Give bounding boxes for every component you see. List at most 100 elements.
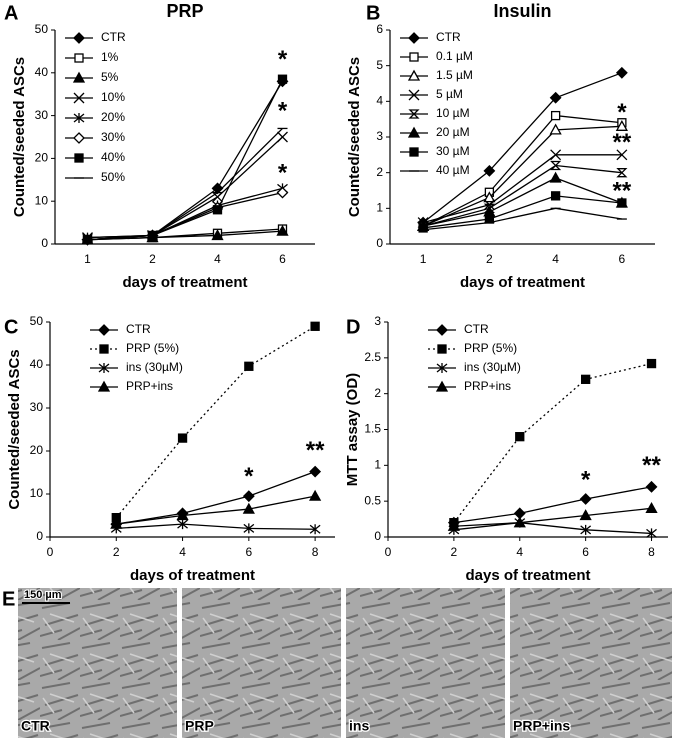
data-point [309, 489, 322, 501]
legend-marker [437, 344, 447, 354]
x-axis-label: days of treatment [460, 274, 585, 291]
data-point [615, 66, 628, 79]
data-point [483, 191, 496, 203]
significance-marker: ** [642, 452, 661, 479]
data-point [211, 229, 224, 241]
y-tick-label: 2.5 [364, 350, 381, 364]
series-line [422, 154, 622, 224]
data-point [177, 433, 188, 443]
y-tick-label: 30 [35, 108, 49, 122]
data-point [616, 149, 628, 161]
series-line [422, 72, 623, 224]
series-line [422, 177, 623, 227]
data-point [580, 524, 592, 535]
legend-marker [408, 32, 420, 44]
panel-letter: D [346, 316, 360, 338]
data-point [549, 171, 562, 183]
legend-label: PRP (5%) [126, 341, 179, 355]
series-line [453, 522, 652, 535]
x-tick-label: 8 [648, 545, 655, 559]
data-point [244, 361, 254, 371]
micrograph [510, 588, 672, 738]
data-point [177, 519, 188, 530]
data-point [646, 358, 657, 369]
chart-title: PRP [166, 1, 203, 21]
y-tick-label: 30 [30, 400, 44, 414]
legend-label: 30% [101, 130, 125, 144]
significance-marker: * [617, 99, 627, 126]
legend-label: 10 µM [436, 106, 470, 120]
data-point [309, 524, 321, 535]
legend-label: CTR [464, 322, 489, 336]
data-point [550, 160, 562, 171]
legend-label: ins (30µM) [464, 360, 521, 374]
micrograph [346, 588, 505, 738]
y-tick-label: 6 [376, 22, 383, 36]
y-axis-label: Counted/seeded ASCs [346, 57, 363, 217]
legend-marker [408, 109, 420, 119]
legend-label: PRP+ins [464, 379, 511, 393]
series-line [87, 127, 283, 241]
legend-label: CTR [126, 322, 151, 336]
micrograph [182, 588, 341, 738]
data-point [617, 198, 627, 208]
legend-label: 5 µM [436, 87, 463, 101]
legend-label: PRP+ins [126, 379, 173, 393]
legend-marker [97, 380, 111, 392]
x-tick-label: 1 [420, 252, 427, 266]
legend-label: ins (30µM) [126, 360, 183, 374]
series-line [115, 325, 316, 519]
data-point [579, 493, 592, 505]
series-line [423, 207, 622, 231]
data-point [277, 74, 288, 84]
micrograph [18, 588, 177, 738]
y-axis-label: Counted/seeded ASCs [11, 57, 28, 217]
legend-marker [409, 147, 419, 157]
legend-label: 40% [101, 150, 125, 164]
micrograph-label: PRP [185, 718, 214, 734]
legend-label: 50% [101, 170, 125, 184]
legend-label: 5% [101, 70, 119, 84]
x-tick-label: 6 [279, 252, 286, 266]
legend-label: 40 µM [436, 163, 470, 177]
x-axis-label: days of treatment [465, 567, 590, 584]
data-point [212, 191, 223, 203]
data-point [515, 432, 525, 442]
significance-marker: * [278, 46, 288, 73]
data-point [242, 502, 255, 514]
series-line [422, 164, 622, 227]
micrograph-label: ins [349, 718, 369, 734]
series-line [453, 486, 652, 524]
y-tick-label: 0 [41, 236, 48, 250]
y-tick-label: 0.5 [364, 493, 381, 507]
y-tick-label: 1 [374, 458, 381, 472]
data-point [418, 223, 428, 233]
y-tick-label: 1 [376, 201, 383, 215]
data-point [550, 191, 561, 201]
data-point [277, 131, 288, 143]
x-tick-label: 6 [582, 545, 589, 559]
series-line [422, 114, 622, 227]
legend-label: 30 µM [436, 144, 470, 158]
series-line [116, 523, 316, 530]
y-tick-label: 40 [35, 65, 49, 79]
data-point [616, 168, 628, 178]
data-point [176, 509, 189, 521]
x-tick-label: 6 [619, 252, 626, 266]
series-line [87, 187, 283, 239]
x-tick-label: 2 [451, 545, 458, 559]
y-tick-label: 20 [35, 151, 49, 165]
significance-marker: * [581, 466, 591, 493]
x-tick-label: 4 [179, 545, 186, 559]
y-axis-label: Counted/seeded ASCs [6, 349, 23, 509]
x-axis-label: days of treatment [122, 274, 247, 291]
x-tick-label: 0 [385, 545, 392, 559]
x-tick-label: 2 [113, 545, 120, 559]
data-point [646, 528, 657, 539]
y-tick-label: 10 [35, 193, 49, 207]
x-tick-label: 6 [245, 545, 252, 559]
legend-marker [73, 132, 85, 144]
series-line [423, 195, 622, 229]
legend-label: 1.5 µM [436, 68, 473, 82]
